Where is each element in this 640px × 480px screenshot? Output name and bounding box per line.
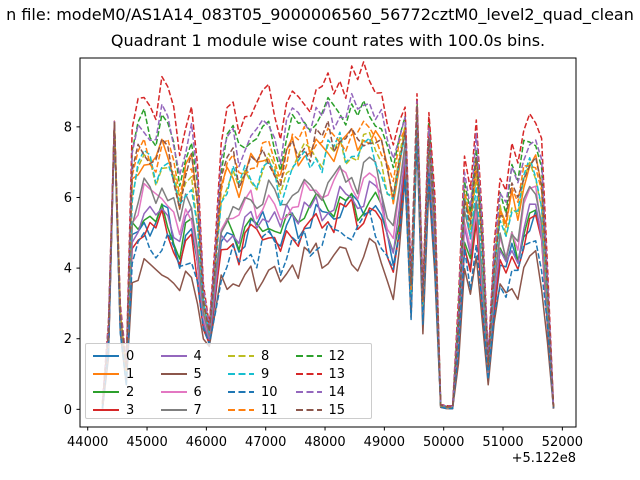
legend-entry-4: 4 (160, 347, 229, 365)
legend-line-sample (295, 409, 322, 411)
legend-entry-8: 8 (228, 347, 296, 365)
legend-entry-label: 0 (126, 348, 135, 364)
legend-entry-15: 15 (295, 401, 364, 419)
legend-entry-label: 1 (126, 366, 135, 382)
legend-entry-13: 13 (295, 365, 364, 383)
legend-entry-label: 4 (193, 348, 202, 364)
legend-entry-11: 11 (228, 401, 296, 419)
legend-line-sample (160, 355, 187, 357)
legend-entry-label: 9 (261, 366, 270, 382)
legend-entry-label: 14 (328, 384, 346, 400)
legend-entry-label: 12 (328, 348, 346, 364)
axes-title: Quadrant 1 module wise count rates with … (110, 31, 546, 50)
y-tick-label: 6 (64, 191, 72, 206)
legend-entry-label: 8 (261, 348, 270, 364)
legend-line-sample (295, 355, 322, 357)
legend-line-sample (160, 391, 187, 393)
legend-entry-label: 6 (193, 384, 202, 400)
x-tick-label: 49000 (364, 435, 405, 450)
y-tick-label: 8 (64, 120, 72, 135)
figure-title: n file: modeM0/AS1A14_083T05_9000006560_… (6, 5, 634, 24)
series-line-15 (101, 105, 555, 408)
legend-line-sample (93, 409, 119, 411)
x-tick-label: 51000 (482, 435, 523, 450)
y-tick-label: 0 (64, 403, 72, 418)
legend-entry-label: 2 (126, 384, 135, 400)
series-line-14 (101, 92, 555, 408)
legend-entry-label: 15 (328, 402, 346, 418)
y-tick-label: 2 (64, 332, 72, 347)
legend-entry-3: 3 (93, 401, 161, 419)
series-line-11 (101, 106, 555, 408)
legend-entry-12: 12 (295, 347, 364, 365)
legend-entry-label: 13 (328, 366, 346, 382)
legend-entry-label: 10 (261, 384, 278, 400)
legend-line-sample (228, 373, 254, 375)
legend-line-sample (93, 355, 119, 357)
x-tick-label: 48000 (304, 435, 345, 450)
legend-entry-9: 9 (228, 365, 296, 383)
y-tick-label: 4 (64, 262, 72, 277)
x-tick-label: 47000 (245, 435, 286, 450)
legend-line-sample (93, 391, 119, 393)
legend-entry-label: 3 (126, 402, 135, 418)
legend-entry-14: 14 (295, 383, 364, 401)
legend-entry-10: 10 (228, 383, 296, 401)
legend-entry-label: 11 (261, 402, 278, 418)
series-line-10 (101, 124, 555, 410)
series-line-13 (101, 61, 555, 407)
legend-line-sample (228, 391, 254, 393)
series-lines (101, 61, 555, 410)
x-tick-label: 45000 (126, 435, 167, 450)
tick-labels: 44000 45000 46000 47000 48000 49000 50000 51000… (64, 120, 583, 450)
series-line-9 (101, 114, 555, 409)
legend-line-sample (295, 391, 322, 393)
legend-line-sample (93, 373, 119, 375)
legend: 0 1 2 3 4 5 6 7 8 9 10 11 12 13 14 15 (85, 343, 372, 419)
legend-entry-2: 2 (93, 383, 161, 401)
series-line-5 (101, 124, 555, 410)
legend-entry-1: 1 (93, 365, 161, 383)
tick-marks (76, 126, 563, 431)
legend-line-sample (160, 373, 187, 375)
legend-line-sample (228, 409, 254, 411)
x-tick-label: 52000 (542, 435, 583, 450)
legend-entry-0: 0 (93, 347, 161, 365)
legend-entry-6: 6 (160, 383, 229, 401)
legend-entry-7: 7 (160, 401, 229, 419)
legend-line-sample (295, 373, 322, 375)
legend-line-sample (160, 409, 187, 411)
legend-entry-5: 5 (160, 365, 229, 383)
x-tick-label: 46000 (186, 435, 227, 450)
x-axis-offset-label: +5.122e8 (511, 451, 576, 466)
x-tick-label: 44000 (67, 435, 108, 450)
legend-line-sample (228, 355, 254, 357)
legend-entry-label: 5 (193, 366, 202, 382)
x-tick-label: 50000 (423, 435, 464, 450)
legend-entry-label: 7 (193, 402, 202, 418)
axes-frame (79, 57, 577, 428)
series-line-7 (101, 121, 555, 409)
